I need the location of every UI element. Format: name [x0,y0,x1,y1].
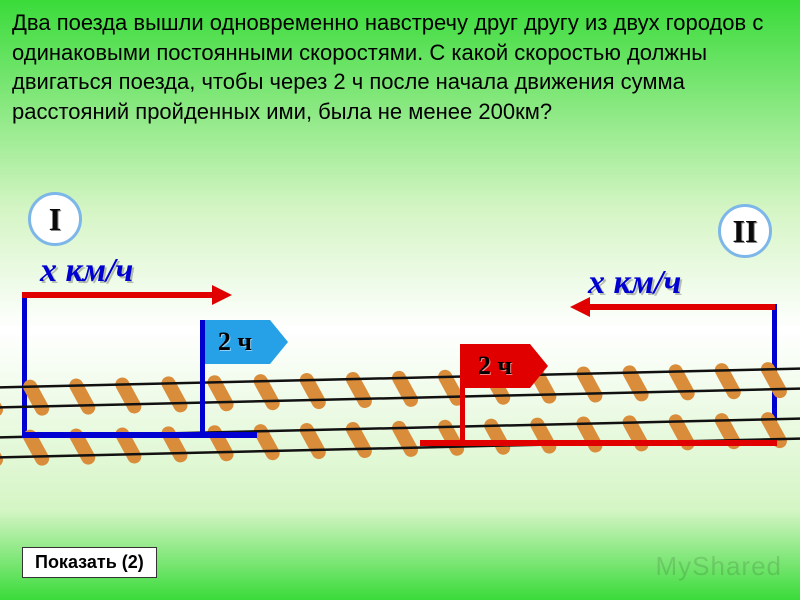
train-badge-1-label: I [49,201,61,238]
flag-right-cloth: 2 ч [460,344,530,388]
arrow-left [22,292,212,298]
arrow-right-head [570,297,590,317]
problem-text: Два поезда вышли одновременно навстречу … [12,8,788,127]
arrow-left-head [212,285,232,305]
train-badge-2: II [718,204,772,258]
flag-left-label: 2 ч [218,327,252,357]
train-badge-2-label: II [733,213,758,250]
speed-label-right: х км/ч [588,264,681,302]
watermark: MyShared [656,551,783,582]
flag-left: 2 ч [200,320,270,364]
flag-right-label: 2 ч [478,351,512,381]
distance-bar-right [420,440,777,446]
arrow-right [590,304,775,310]
flag-right-pole [460,344,465,444]
flag-left-cloth: 2 ч [200,320,270,364]
flag-left-pole [200,320,205,432]
train-badge-1: I [28,192,82,246]
speed-label-left: х км/ч [40,252,133,290]
distance-bar-left [22,432,257,438]
show-button[interactable]: Показать (2) [22,547,157,578]
railroad-track [0,350,800,490]
flag-right: 2 ч [460,344,530,388]
